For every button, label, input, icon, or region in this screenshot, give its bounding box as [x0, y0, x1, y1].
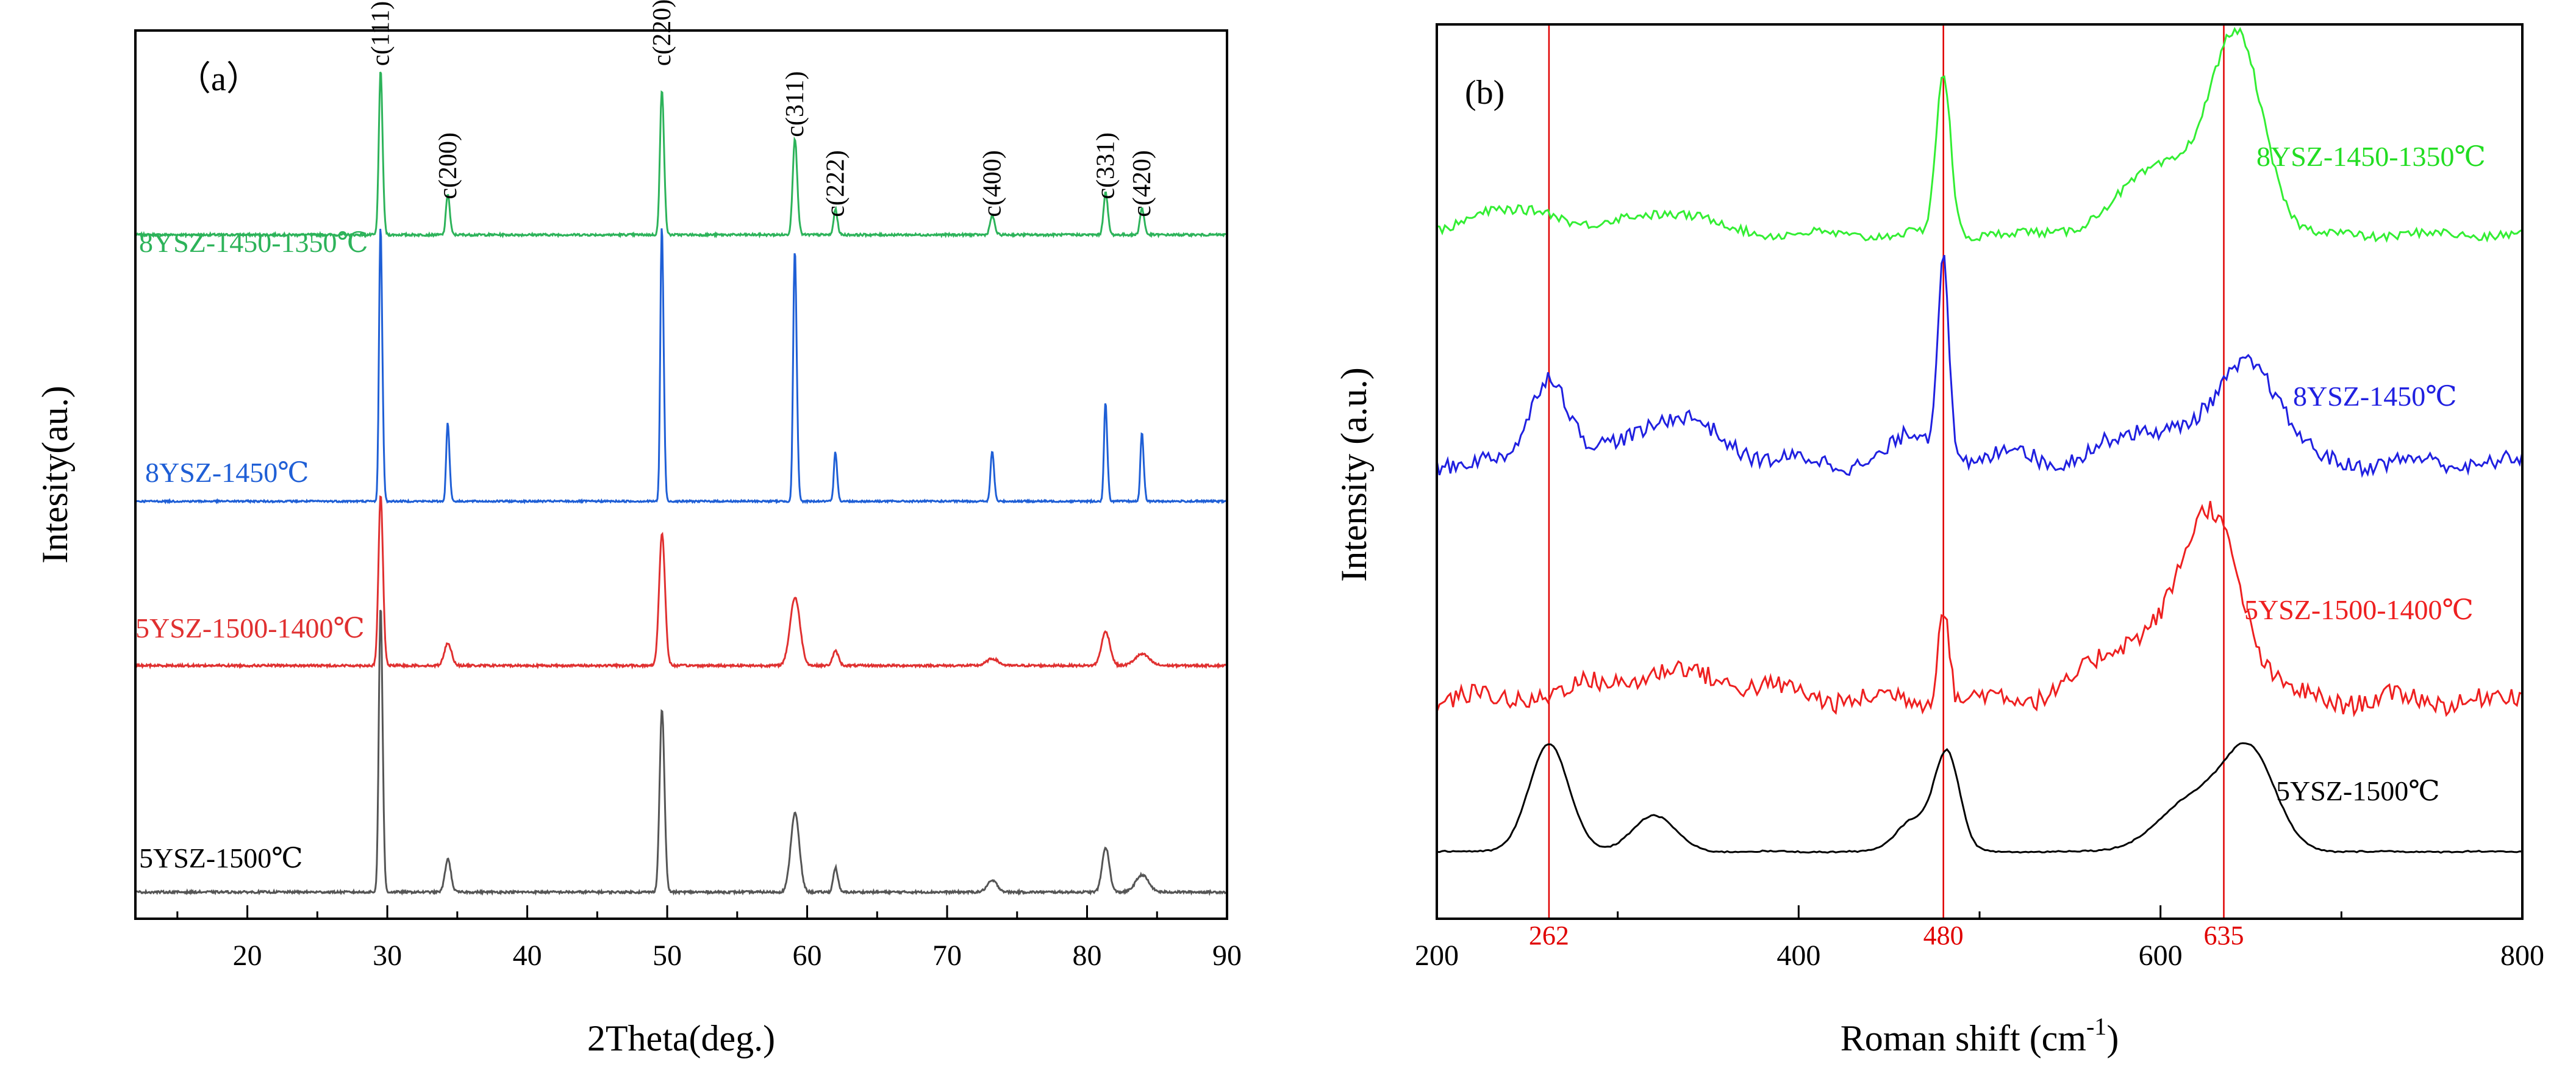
x-tick-label: 400 — [1776, 939, 1820, 972]
panel-a-x-axis-title: 2Theta(deg.) — [587, 1018, 775, 1058]
panel-b-x-ticks: 200 400 600 800 — [1415, 905, 2544, 972]
reference-line-label: 635 — [2204, 921, 2244, 950]
panel-b-y-axis-title: Intensity (a.u.) — [1334, 367, 1374, 582]
x-tick-label: 90 — [1212, 939, 1242, 972]
raman-series-line-8ysz-1450 — [1436, 254, 2524, 478]
series-label: 5YSZ-1500-1400℃ — [135, 612, 365, 644]
x-tick-label: 20 — [233, 939, 262, 972]
panel-b-x-axis-title-main: Roman shift (cm — [1841, 1018, 2086, 1058]
x-tick-label: 50 — [653, 939, 682, 972]
panel-b-reference-lines: 262 480 635 — [1529, 24, 2244, 950]
panel-b-x-axis-title: Roman shift (cm-1) — [1841, 1013, 2119, 1058]
panel-a-plot-frame — [134, 29, 1228, 920]
series-label: 8YSZ-1450-1350℃ — [2256, 141, 2486, 172]
peak-label: c(200) — [434, 132, 462, 199]
x-tick-label: 80 — [1073, 939, 1102, 972]
reference-line-label: 480 — [1923, 921, 1964, 950]
panel-b-series-labels: 8YSZ-1450-1350℃ 8YSZ-1450℃ 5YSZ-1500-1400℃… — [2244, 141, 2486, 806]
panel-b-raman-chart: 262 480 635 8YSZ-1450-1350℃ 8YSZ-1450℃ 5YSZ-… — [1334, 23, 2544, 1058]
series-label: 8YSZ-1450-1350℃ — [139, 227, 368, 258]
reference-line-label: 262 — [1529, 921, 1569, 950]
raman-series-line-8ysz-1450-1350 — [1436, 26, 2523, 243]
peak-label: c(222) — [821, 150, 850, 217]
peak-label: c(400) — [979, 150, 1007, 217]
x-tick-label: 200 — [1415, 939, 1459, 972]
xrd-series-line-5ysz-1500 — [134, 609, 1228, 896]
panel-a-series-group — [134, 71, 1228, 896]
series-label: 5YSZ-1500-1400℃ — [2244, 594, 2474, 625]
x-tick-label: 30 — [373, 939, 402, 972]
series-label: 8YSZ-1450℃ — [145, 457, 309, 488]
peak-label: c(111) — [367, 1, 395, 66]
panel-b-label: (b) — [1465, 74, 1504, 112]
panel-a-peak-labels: c(111) c(200) c(220) c(311) c(222) c(400) c(33… — [367, 0, 1156, 217]
x-tick-label: 60 — [793, 939, 822, 972]
series-label: 5YSZ-1500℃ — [2276, 775, 2440, 806]
x-tick-label: 40 — [513, 939, 542, 972]
series-label: 8YSZ-1450℃ — [2293, 381, 2457, 412]
peak-label: c(331) — [1092, 132, 1120, 199]
x-tick-label: 800 — [2500, 939, 2544, 972]
panel-a-xrd-chart: c(111) c(200) c(220) c(311) c(222) c(400) c(33… — [35, 0, 1242, 1058]
panel-b-x-axis-title-close: ) — [2106, 1018, 2119, 1058]
peak-label: c(220) — [648, 0, 676, 66]
panel-a-series-labels: 8YSZ-1450-1350℃ 8YSZ-1450℃ 5YSZ-1500-1400℃… — [135, 227, 368, 874]
raman-series-line-5ysz-1500-1400 — [1436, 501, 2523, 717]
panel-b-series-group — [1436, 26, 2524, 854]
xrd-series-line-5ysz-1500-1400 — [135, 495, 1228, 670]
x-tick-label: 70 — [932, 939, 962, 972]
raman-series-line-5ysz-1500 — [1436, 742, 2523, 854]
panel-b-x-axis-title-sup: -1 — [2086, 1013, 2106, 1040]
series-label: 5YSZ-1500℃ — [139, 842, 303, 874]
xrd-series-line-8ysz-1450-1350 — [134, 71, 1228, 239]
panel-a-x-ticks: 20 30 40 50 60 70 80 90 — [176, 905, 1242, 972]
peak-label: c(420) — [1128, 150, 1156, 217]
peak-label: c(311) — [781, 71, 809, 137]
panel-a-y-axis-title: Intesity(au.) — [35, 386, 75, 564]
panel-a-label: （a） — [177, 60, 260, 98]
xrd-series-line-8ysz-1450 — [135, 228, 1228, 505]
x-tick-label: 600 — [2139, 939, 2183, 972]
